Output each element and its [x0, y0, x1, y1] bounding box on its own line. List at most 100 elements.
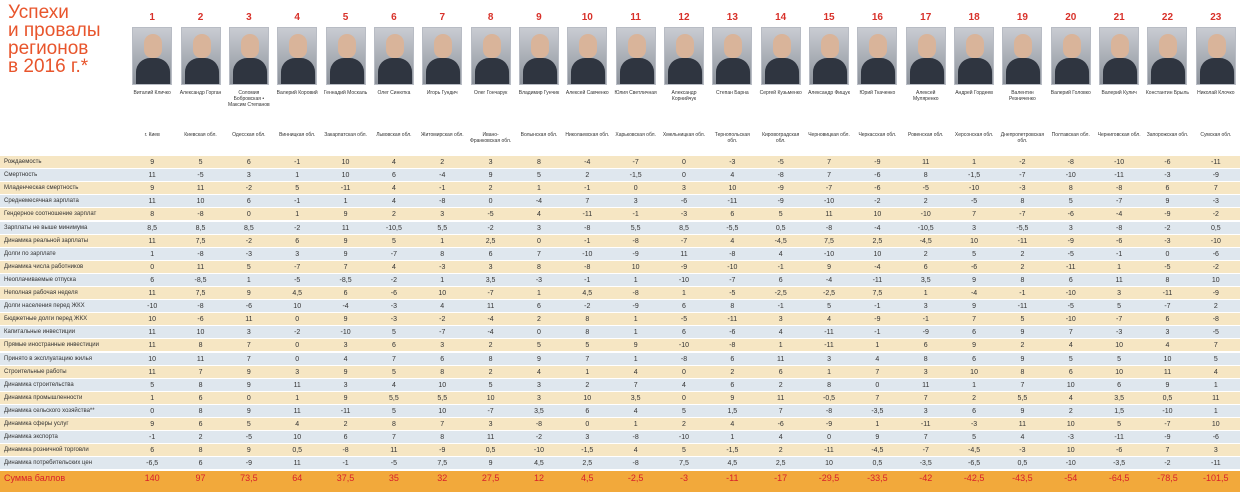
cell: 1: [343, 198, 348, 206]
cell: 6: [778, 368, 783, 376]
cell: -11: [582, 211, 593, 219]
cell: 3: [585, 434, 590, 442]
photo: [809, 27, 850, 85]
cell: 1: [440, 237, 445, 245]
cell: -8: [342, 447, 349, 455]
row-background: [0, 365, 1240, 379]
cell: -6: [1212, 250, 1219, 258]
name: Геннадий Москаль: [323, 90, 368, 96]
name: Юрий Ткаченко: [859, 90, 896, 96]
cell: 11: [196, 185, 205, 193]
cell: -11: [1017, 303, 1028, 311]
region: Николаевская обл.: [565, 132, 610, 138]
row-label: Рождаемость: [4, 159, 42, 165]
cell: 0: [682, 159, 686, 166]
name: Алексей Савченко: [565, 90, 609, 96]
cell: 7: [537, 250, 541, 258]
cell: 7,5: [195, 237, 206, 245]
cell: 9: [827, 263, 831, 271]
cell: 3: [246, 329, 251, 337]
cell: -1: [777, 263, 784, 271]
cell: 4: [682, 381, 686, 389]
cell: -6: [680, 198, 688, 206]
photo-body: [619, 58, 654, 84]
photo: [760, 27, 801, 85]
cell: -7: [1019, 172, 1026, 180]
cell: -1: [342, 460, 349, 468]
cell: 7: [343, 263, 348, 271]
cell: -5: [970, 198, 978, 206]
cell: 1: [295, 394, 300, 402]
cell: 2: [585, 172, 590, 180]
cell: 4: [391, 159, 396, 166]
cell: 10: [825, 460, 833, 468]
row-background: [0, 247, 1240, 261]
cell: -10: [1210, 237, 1221, 245]
cell: 9: [972, 303, 977, 311]
cell: -8: [632, 460, 639, 468]
cell: 11: [245, 316, 253, 324]
cell: -9: [632, 303, 639, 311]
photo: [180, 27, 221, 85]
cell: -6: [777, 421, 784, 428]
cell: 4: [1213, 368, 1218, 376]
cell: -11: [872, 276, 883, 284]
cell: 10: [970, 237, 978, 245]
cell: -6: [729, 329, 736, 337]
cell: 11: [196, 263, 205, 271]
cell: -2: [535, 434, 543, 442]
cell: -5: [390, 460, 398, 468]
cell: -7: [729, 276, 736, 284]
cell: 1: [585, 368, 590, 376]
cell: 7: [778, 407, 783, 415]
cell: -7: [632, 159, 639, 166]
cell: 10: [438, 407, 447, 415]
total-cell: -33,5: [867, 473, 888, 484]
column-number: 21: [1113, 12, 1125, 23]
cell: 4,5: [582, 290, 593, 297]
cell: -10,5: [385, 224, 402, 232]
cell: 10: [970, 368, 978, 376]
row-label: Строительные работы: [4, 368, 67, 375]
cell: 0: [537, 329, 541, 337]
column-number: 5: [342, 12, 349, 23]
row-label: Динамика потребительских цен: [4, 460, 93, 467]
photo-body: [813, 58, 848, 84]
cell: -5: [922, 185, 929, 193]
cell: -1: [922, 316, 929, 324]
total-cell: -29,5: [818, 473, 840, 484]
cell: 7: [1068, 329, 1073, 337]
cell: 3: [246, 172, 251, 180]
photo: [1002, 27, 1043, 85]
cell: -9: [1067, 237, 1074, 245]
region: Тернопольская обл.: [714, 132, 750, 144]
region: Харьковская обл.: [615, 132, 656, 138]
cell: 2: [198, 434, 203, 442]
photo: [277, 27, 318, 85]
photo-head: [821, 34, 840, 58]
cell: -10: [678, 434, 690, 442]
region: Полтавская обл.: [1051, 132, 1090, 138]
cell: -2: [439, 316, 446, 324]
cell: 8: [150, 211, 155, 219]
cell: -3: [970, 421, 978, 428]
cell: -7: [294, 263, 301, 271]
cell: -6: [874, 185, 881, 193]
column-number: 7: [439, 12, 446, 23]
cell: -2,5: [774, 290, 787, 297]
cell: 0,5: [775, 224, 786, 232]
title-line: регионов: [8, 38, 89, 59]
cell: 1: [246, 276, 251, 284]
column-number: 14: [775, 12, 787, 23]
cell: 5,5: [1017, 394, 1028, 402]
cell: 1: [1213, 381, 1218, 389]
row-label: Бюджетные долги перед ЖКХ: [4, 316, 88, 323]
cell: 8,5: [679, 224, 689, 232]
name: Александр Горган: [179, 90, 222, 96]
cell: -2,5: [823, 290, 836, 297]
cell: 5: [537, 172, 541, 180]
name: Валерий Кулич: [1101, 90, 1137, 96]
cell: 10: [1066, 421, 1075, 428]
cell: 10: [1066, 447, 1075, 455]
row-label: Динамика реальной зарплаты: [4, 237, 89, 244]
